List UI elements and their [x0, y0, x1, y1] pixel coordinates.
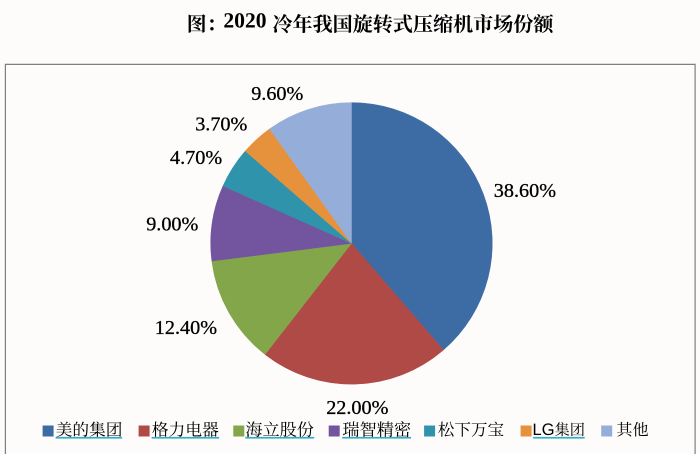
- svg-text:4.70%: 4.70%: [170, 147, 222, 169]
- svg-text:9.60%: 9.60%: [251, 83, 303, 105]
- svg-text:22.00%: 22.00%: [326, 397, 388, 419]
- svg-text:38.60%: 38.60%: [494, 180, 556, 202]
- svg-text:9.00%: 9.00%: [146, 214, 198, 236]
- svg-text:3.70%: 3.70%: [195, 113, 247, 135]
- svg-text:12.40%: 12.40%: [155, 317, 217, 339]
